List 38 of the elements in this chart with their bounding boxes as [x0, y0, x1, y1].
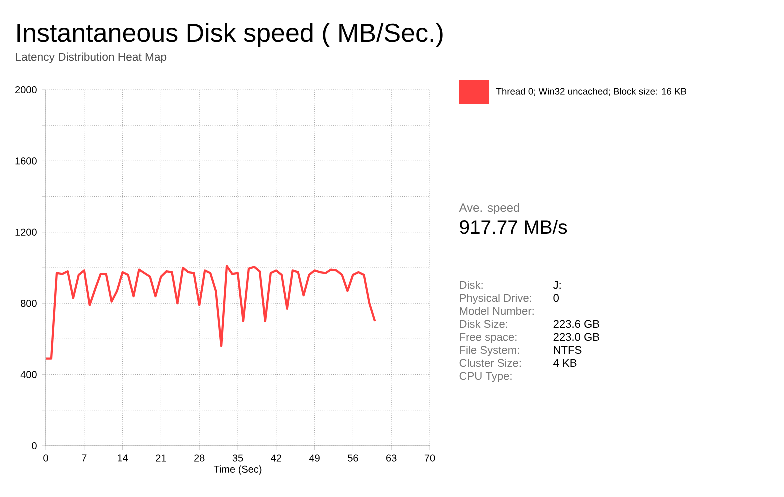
x-tick-label: 21 [156, 454, 166, 462]
text: 917.77 MB/s [460, 220, 568, 234]
text: File System: [460, 346, 520, 356]
x-tick-label: 14 [118, 454, 128, 462]
text: Physical Drive: [460, 294, 532, 304]
text: Disk: [460, 280, 483, 290]
x-tick-label: 28 [194, 454, 205, 462]
y-tick-label: 0 [32, 442, 37, 450]
text: CPU Type: [460, 372, 512, 382]
y-tick-label: 2000 [16, 86, 37, 94]
text: 0 [554, 294, 560, 302]
y-tick-label: 800 [21, 300, 37, 308]
y-tick-label: 400 [20, 371, 37, 378]
text: Thread 0; Win32 uncached; Block size: 16 KB [496, 88, 686, 96]
x-tick-label: 70 [424, 454, 436, 462]
text: Ave. speed [459, 203, 520, 214]
x-tick-label: 49 [309, 454, 320, 462]
x-tick-label: 42 [271, 454, 282, 462]
text: Free space: [460, 333, 517, 344]
text: 223.0 GB [554, 333, 600, 342]
chart-subtitle: Latency Distribution Heat Map [16, 52, 167, 64]
x-tick-label: 63 [386, 454, 397, 462]
text: Model Number: [460, 306, 534, 316]
text: J: [553, 281, 561, 290]
y-tick-label: 1200 [16, 228, 37, 236]
text: Cluster Size: [460, 358, 521, 368]
text: 4 KB [554, 359, 577, 367]
chart-title: Instantaneous Disk speed ( MB/Sec.) [18, 23, 443, 48]
x-axis-title: Time (Sec) [214, 466, 262, 475]
text: NTFS [554, 346, 582, 354]
x-tick-label: 35 [232, 454, 244, 462]
x-tick-label: 56 [348, 454, 358, 462]
line-series [46, 265, 376, 360]
x-tick-label: 0 [44, 454, 48, 462]
text: Disk Size: [460, 320, 508, 328]
y-tick-label: 1600 [16, 158, 37, 165]
x-tick-label: 7 [82, 454, 87, 462]
text: 223.6 GB [554, 320, 600, 328]
